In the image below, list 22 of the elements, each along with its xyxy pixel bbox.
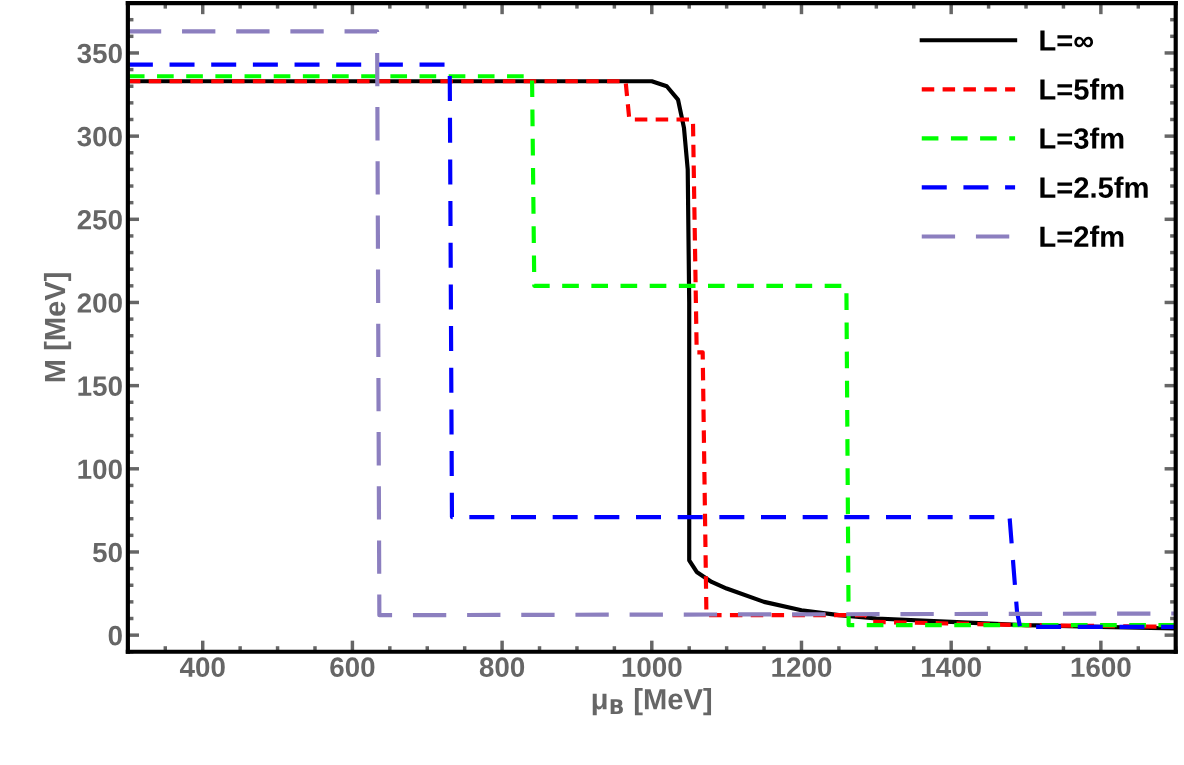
x-axis-title: μ$_{B}$ [MeV] xyxy=(592,688,712,716)
legend-label: L=5fm xyxy=(1040,78,1124,100)
legend-label: L=2fm xyxy=(1040,225,1124,247)
x-tick-label: 1000 xyxy=(622,657,682,678)
y-tick-label: 300 xyxy=(77,126,122,147)
x-tick-label: 600 xyxy=(330,657,375,678)
y-tick-label: 50 xyxy=(92,542,122,563)
x-tick-label: 1400 xyxy=(922,657,981,678)
y-tick-label: 0 xyxy=(108,625,122,646)
legend-label: L=2.5fm xyxy=(1040,176,1148,198)
x-tick-label: 400 xyxy=(179,657,225,678)
x-tick-label: 800 xyxy=(479,657,525,678)
y-tick-label: 100 xyxy=(78,459,122,480)
y-tick-label: 250 xyxy=(77,209,122,230)
x-tick-label: 1200 xyxy=(772,657,832,678)
y-axis-title: M [MeV] xyxy=(43,273,72,382)
y-tick-label: 200 xyxy=(77,293,122,313)
legend-label: L=∞ xyxy=(1040,30,1094,51)
legend-label: L=3fm xyxy=(1040,127,1124,149)
y-tick-label: 350 xyxy=(77,43,122,64)
y-tick-label: 150 xyxy=(78,376,122,396)
x-tick-label: 1600 xyxy=(1071,657,1131,678)
